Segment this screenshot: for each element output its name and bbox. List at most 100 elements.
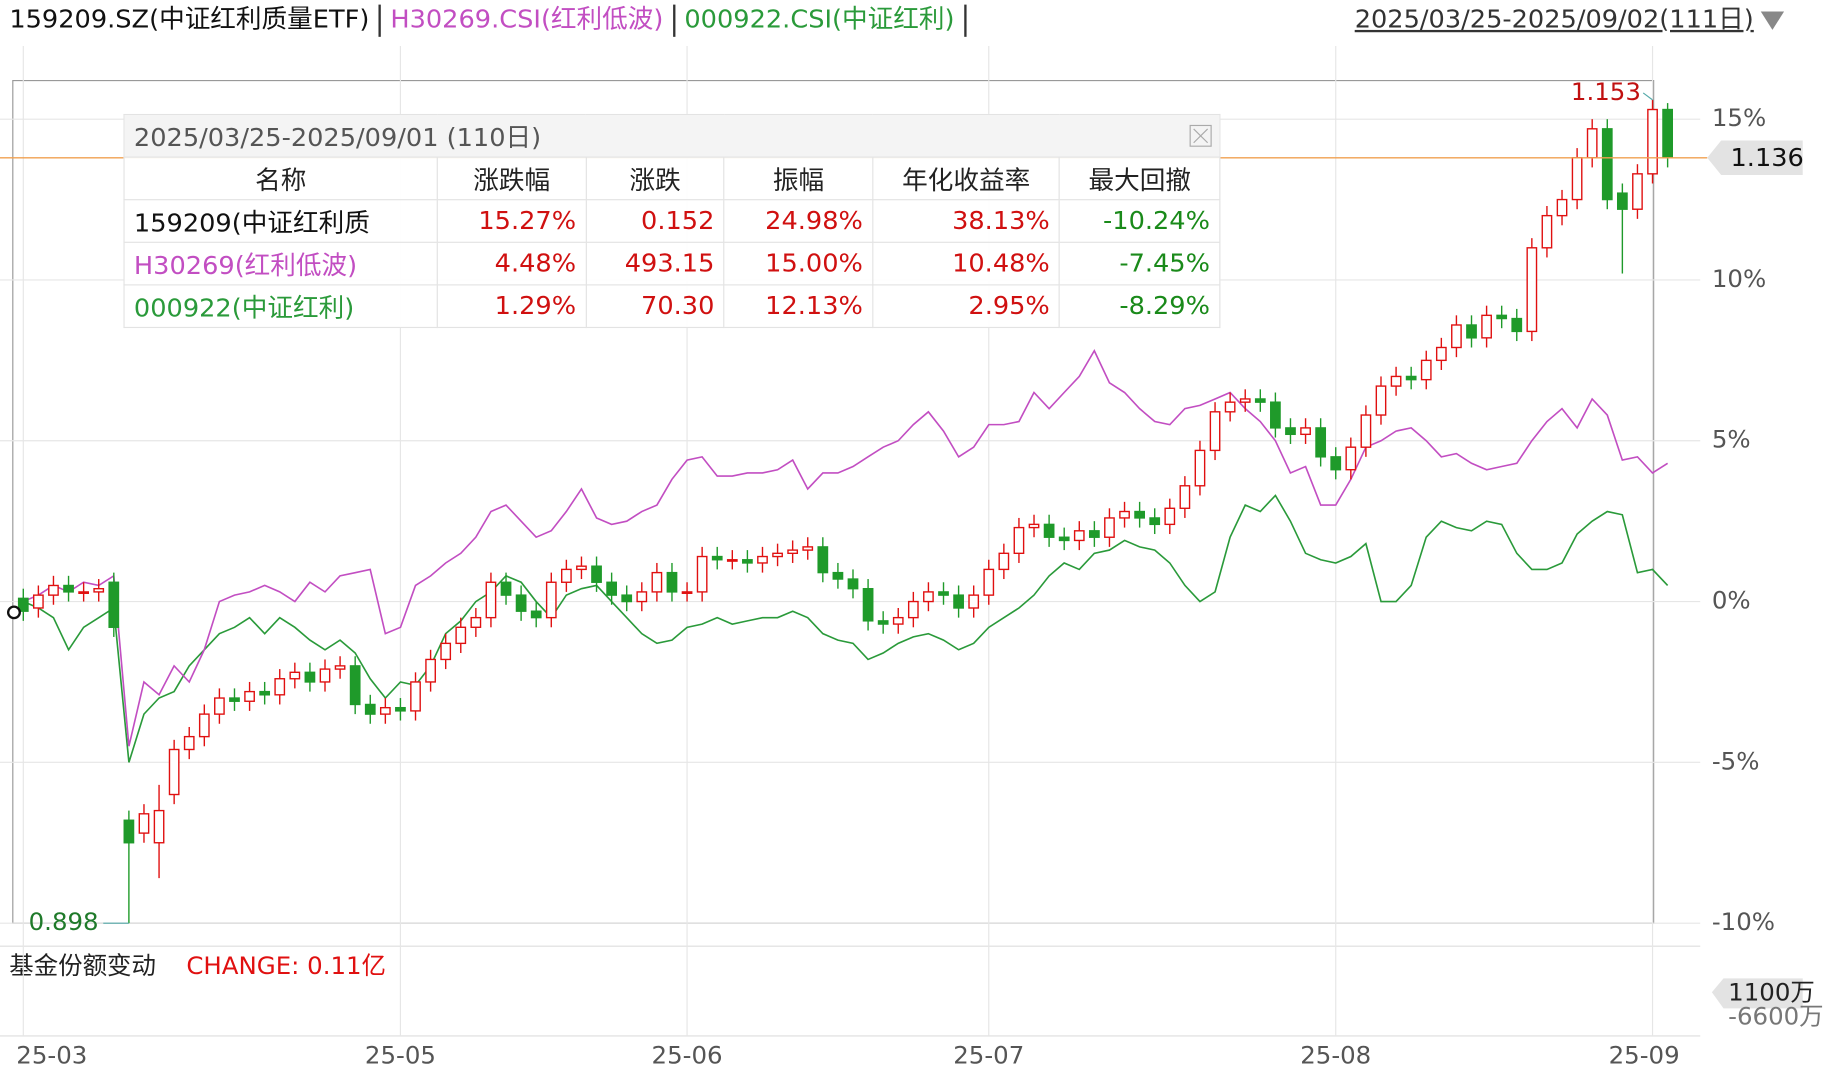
- table-row: H30269(红利低波) 4.48% 493.15 15.00% 10.48% -7.45…: [123, 241, 1221, 286]
- candle-body: [470, 616, 482, 628]
- candle-body: [953, 594, 964, 609]
- candle-body: [938, 591, 949, 596]
- candle-body: [998, 552, 1010, 571]
- table-cell: 000922(中证红利): [123, 284, 439, 329]
- y-tick-label: -5%: [1712, 746, 1760, 775]
- candle-body: [1586, 128, 1598, 159]
- candle-body: [1556, 198, 1568, 217]
- high-pointer: [1642, 92, 1653, 101]
- candle-body: [606, 581, 618, 596]
- table-cell: 10.48%: [872, 241, 1061, 286]
- series-line: [22, 494, 1669, 763]
- candle-body: [455, 626, 467, 645]
- candle-body: [259, 690, 271, 696]
- candle-body: [1179, 485, 1191, 509]
- plot: -10% -5% 0% 5% 10% 15% 25-03 25-05 25-06 25-07 25-…: [0, 46, 1804, 1070]
- candle-body: [1028, 523, 1040, 529]
- candle-body: [153, 809, 165, 844]
- candle-body: [123, 819, 135, 844]
- table-cell: 159209(中证红利质: [123, 199, 439, 243]
- candle-body: [1194, 449, 1206, 487]
- candle-body: [138, 813, 150, 834]
- y-tick-label: 5%: [1712, 425, 1751, 454]
- candle-body: [1104, 517, 1115, 538]
- candle-body: [304, 671, 316, 683]
- candle-body: [48, 584, 59, 596]
- candle-body: [1239, 398, 1251, 403]
- candle-body: [666, 571, 678, 593]
- candle-body: [63, 584, 74, 593]
- y-tick-label: 15%: [1712, 103, 1766, 132]
- candle-body: [726, 559, 738, 562]
- candle-body: [1405, 375, 1417, 381]
- candle-body: [395, 706, 406, 712]
- legend-entry: 159209.SZ(中证红利质量ETF): [9, 4, 382, 37]
- candle-body: [742, 559, 753, 564]
- candle-body: [1511, 317, 1523, 333]
- candle-body: [78, 591, 90, 594]
- candle-body: [1420, 359, 1432, 381]
- table-cell: 12.13%: [723, 284, 874, 329]
- candle-body: [1315, 427, 1327, 458]
- column-header: 年化收益率: [872, 156, 1061, 201]
- x-tick-label: 25-05: [365, 1041, 436, 1070]
- header: 159209.SZ(中证红利质量ETF) H30269.CSI(红利低波) 00…: [9, 4, 975, 37]
- table-cell: -7.45%: [1059, 241, 1221, 286]
- panel-y-label: -6600万: [1728, 1002, 1823, 1031]
- column-header: 涨跌: [585, 156, 725, 201]
- candle-body: [1541, 214, 1553, 249]
- dropdown-arrow[interactable]: [1758, 9, 1786, 32]
- x-tick-label: 25-09: [1609, 1041, 1680, 1070]
- table-cell: 15.00%: [723, 241, 874, 286]
- last-price-box: [1707, 140, 1803, 176]
- candle-body: [545, 581, 557, 619]
- candle-body: [500, 581, 512, 596]
- legend-entry: 000922.CSI(中证红利): [684, 4, 967, 37]
- candle-body: [183, 735, 195, 751]
- candle-body: [17, 597, 29, 612]
- candle-body: [229, 697, 240, 702]
- candle-body: [636, 591, 648, 603]
- panel-label-box: [1711, 978, 1803, 1009]
- candle-body: [1662, 108, 1673, 159]
- candle-body: [560, 568, 572, 583]
- candle-body: [907, 600, 919, 619]
- candle-body: [1375, 385, 1387, 416]
- x-tick-label: 25-07: [953, 1041, 1024, 1070]
- candle-body: [1360, 414, 1372, 448]
- candle-body: [1088, 530, 1100, 538]
- candle-body: [847, 578, 859, 590]
- candle-body: [1058, 536, 1070, 542]
- candle-body: [817, 546, 829, 574]
- candle-body: [681, 591, 693, 594]
- candle-body: [1481, 314, 1492, 339]
- candle-body: [1390, 375, 1402, 387]
- table-cell: 2.95%: [872, 284, 1061, 329]
- candle-body: [757, 555, 768, 564]
- candle-body: [1330, 456, 1342, 471]
- column-header: 名称: [123, 156, 439, 201]
- table-cell: 15.27%: [436, 199, 587, 243]
- candle-body: [1149, 517, 1161, 526]
- candle-body: [440, 642, 452, 661]
- candle-body: [168, 748, 180, 796]
- table-title-cell: 2025/03/25-2025/09/01 (110日): [123, 113, 1221, 158]
- candle-body: [802, 546, 814, 551]
- column-header: 涨跌幅: [436, 156, 587, 201]
- candle-body: [1345, 446, 1357, 471]
- y-tick-label: 0%: [1712, 586, 1751, 615]
- candle-body: [1164, 507, 1176, 526]
- low-label: 0.898: [29, 907, 99, 936]
- date-range[interactable]: 2025/03/25-2025/09/02(111日): [1354, 5, 1754, 35]
- candle-body: [1466, 324, 1477, 339]
- change-label: CHANGE: 0.11亿: [186, 951, 386, 980]
- candle-body: [214, 697, 225, 715]
- candle-body: [923, 591, 934, 603]
- candle-body: [832, 571, 844, 580]
- table-cell: 38.13%: [872, 199, 1061, 243]
- candle-body: [198, 713, 210, 738]
- stats-table: 2025/03/25-2025/09/01 (110日) 名称 涨跌幅 涨跌 振幅 年化…: [123, 113, 1221, 329]
- candle-body: [651, 571, 663, 593]
- candle-body: [1254, 398, 1266, 403]
- close-button[interactable]: [1189, 124, 1212, 147]
